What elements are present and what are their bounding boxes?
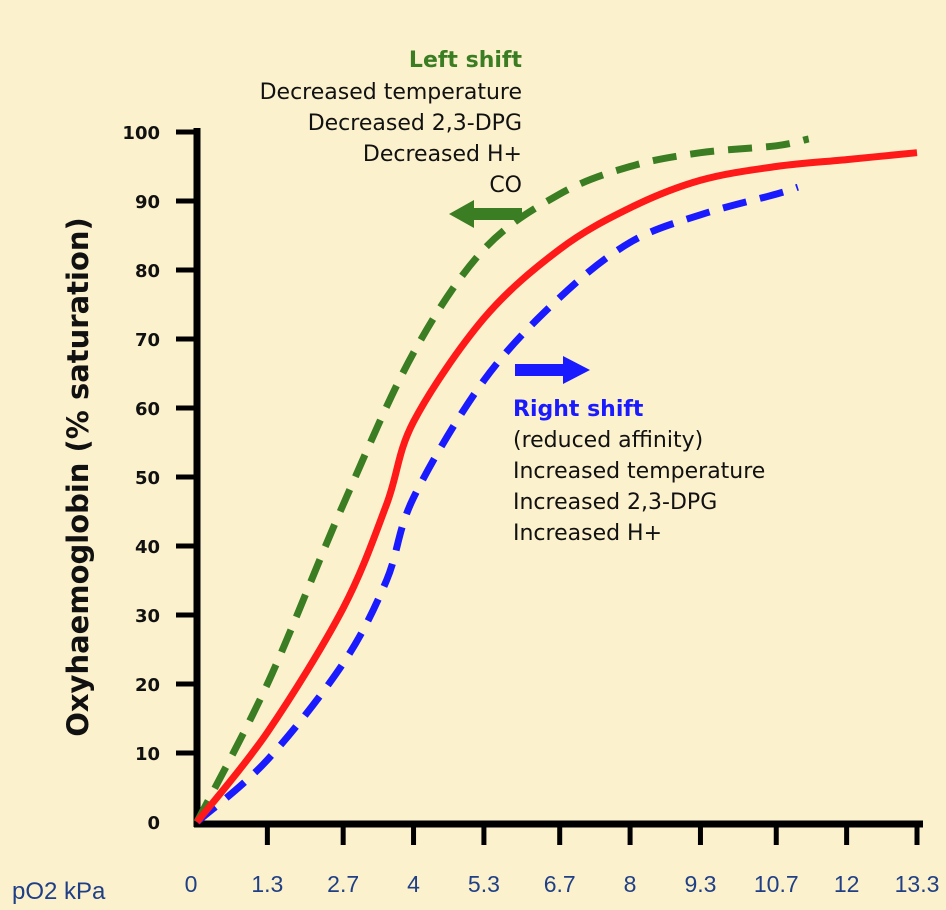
y-tick-label: 30 xyxy=(135,606,160,627)
x-tick-label: 13.3 xyxy=(895,871,940,897)
y-tick-label: 60 xyxy=(135,399,160,420)
right-shift-line: Increased temperature xyxy=(513,459,765,484)
left-shift-annotation: Left shift Decreased temperature Decreas… xyxy=(260,48,523,228)
left-shift-line: Decreased 2,3-DPG xyxy=(308,111,522,136)
right-shift-title: Right shift xyxy=(513,397,644,422)
series-line-right-shift xyxy=(194,183,799,825)
x-axis-label: pO2 kPa xyxy=(12,878,106,905)
x-tick-label: 0 xyxy=(185,871,198,897)
x-ticks: 0 1.3 2.7 4 5.3 6.7 8 9.3 10.7 12 13.3 xyxy=(185,824,940,897)
y-axis-label: Oxyhaemoglobin (% saturation) xyxy=(61,217,95,737)
right-shift-line: Increased H+ xyxy=(513,521,662,546)
left-arrow-icon xyxy=(449,200,522,228)
right-arrow-icon xyxy=(515,356,590,384)
series-line-left-shift xyxy=(193,135,810,824)
x-tick-label: 2.7 xyxy=(327,871,359,897)
right-shift-annotation: Right shift (reduced affinity) Increased… xyxy=(513,356,765,546)
x-tick-label: 10.7 xyxy=(754,871,799,897)
x-tick-label: 5.3 xyxy=(468,871,500,897)
y-tick-label: 0 xyxy=(147,813,160,834)
right-shift-line: Increased 2,3-DPG xyxy=(513,490,717,515)
y-tick-label: 80 xyxy=(135,261,160,282)
x-tick-label: 4 xyxy=(407,871,420,897)
x-tick-label: 9.3 xyxy=(684,871,716,897)
y-tick-label: 90 xyxy=(135,192,160,213)
y-tick-label: 70 xyxy=(135,330,160,351)
left-shift-line: CO xyxy=(489,173,522,198)
x-tick-label: 6.7 xyxy=(544,871,576,897)
x-tick-label: 12 xyxy=(834,871,860,897)
left-shift-line: Decreased H+ xyxy=(363,142,522,167)
y-tick-label: 40 xyxy=(135,537,160,558)
right-shift-line: (reduced affinity) xyxy=(513,428,703,453)
left-shift-title: Left shift xyxy=(409,48,523,73)
y-tick-label: 20 xyxy=(135,675,160,696)
series-line-normal xyxy=(194,149,918,825)
x-tick-label: 1.3 xyxy=(251,871,283,897)
y-tick-label: 10 xyxy=(135,744,160,765)
y-tick-label: 100 xyxy=(122,123,160,144)
left-shift-line: Decreased temperature xyxy=(260,80,522,105)
y-tick-label: 50 xyxy=(135,468,160,489)
x-tick-label: 8 xyxy=(624,871,637,897)
curves xyxy=(193,135,918,825)
y-ticks: 0 10 20 30 40 50 60 70 80 90 100 xyxy=(122,123,197,834)
